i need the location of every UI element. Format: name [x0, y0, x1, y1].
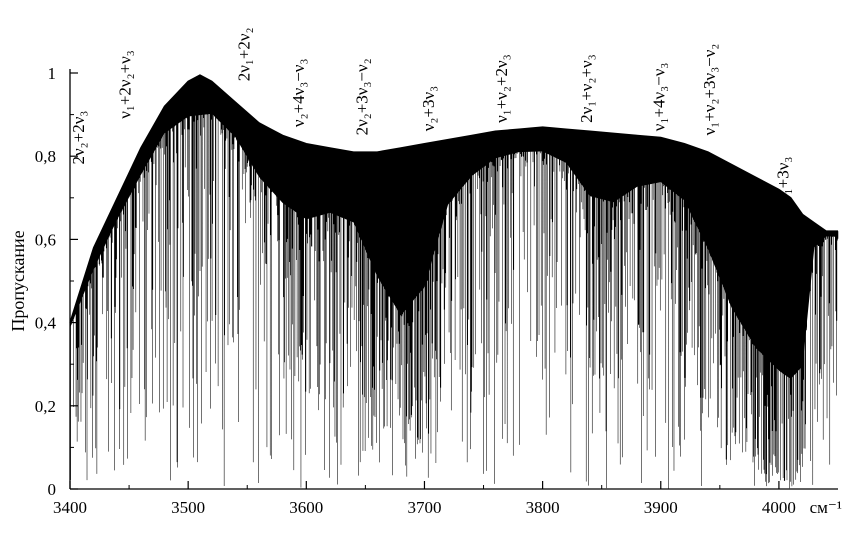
y-tick-label: 0,2 — [35, 397, 56, 416]
band-annotation: 2ν₂+3ν₃−ν₂ — [353, 58, 372, 135]
x-tick-label: 3600 — [289, 498, 323, 517]
band-annotation: ν₁+4ν₃−ν₃ — [649, 63, 668, 132]
x-tick-label: 3400 — [53, 498, 87, 517]
y-tick-label: 0 — [48, 480, 57, 499]
band-annotation: ν₂+3ν₃ — [419, 86, 438, 131]
x-axis-label: см⁻¹ — [810, 498, 842, 517]
x-tick-label: 4000 — [762, 498, 796, 517]
y-tick-label: 1 — [48, 64, 57, 83]
spectrum-series — [69, 74, 839, 489]
band-annotation: 2ν₂+2ν₃ — [69, 111, 88, 165]
band-annotation: ν₁+2ν₂+ν₃ — [115, 50, 134, 119]
x-tick-label: 3500 — [171, 498, 205, 517]
y-tick-label: 0,6 — [35, 230, 56, 249]
band-annotation: ν₁+3ν₃ — [773, 157, 792, 202]
x-tick-label: 3900 — [644, 498, 678, 517]
band-annotation: 2ν₁+ν₂+ν₃ — [577, 54, 596, 123]
y-axis-label: Пропускание — [8, 230, 28, 331]
spectrum-envelope — [69, 74, 838, 323]
spectrum-dense-core — [70, 75, 838, 379]
x-tick-label: 3800 — [526, 498, 560, 517]
y-tick-label: 0,4 — [35, 314, 57, 333]
x-tick-label: 3700 — [407, 498, 441, 517]
y-tick-label: 0,8 — [35, 147, 56, 166]
band-annotation: ν₂+4ν₃−ν₃ — [289, 59, 308, 128]
band-annotation: 2ν₁+2ν₂ — [235, 27, 254, 81]
band-annotation: ν₁+ν₂+3ν₃−ν₂ — [700, 44, 719, 136]
band-annotation: ν₁+ν₂+2ν₃ — [492, 54, 511, 123]
